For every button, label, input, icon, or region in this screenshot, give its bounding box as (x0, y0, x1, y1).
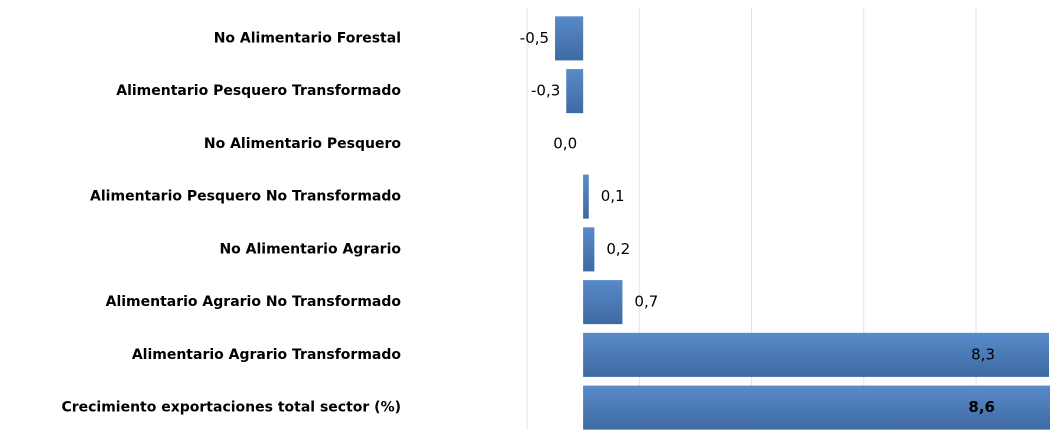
value-label: 0,1 (601, 187, 625, 205)
category-label: No Alimentario Agrario (219, 241, 401, 257)
category-label: Crecimiento exportaciones total sector (… (61, 400, 401, 416)
bars (555, 16, 1050, 430)
bar-shade (555, 16, 584, 61)
value-label: 0,7 (634, 293, 658, 311)
category-label: Alimentario Pesquero Transformado (116, 83, 401, 99)
category-label: Alimentario Agrario Transformado (132, 347, 402, 363)
value-label: 8,3 (971, 345, 995, 363)
category-label: No Alimentario Forestal (214, 30, 401, 46)
bar-shade (583, 385, 1050, 430)
bar-shade (583, 280, 623, 325)
value-label: 8,6 (968, 398, 995, 416)
value-label: 0,0 (553, 134, 577, 152)
value-label: -0,3 (531, 82, 560, 100)
value-label: 0,2 (606, 240, 630, 258)
category-label: No Alimentario Pesquero (204, 136, 402, 152)
bar-shade (583, 174, 589, 219)
bar-shade (583, 332, 1049, 377)
value-label: -0,5 (520, 29, 549, 47)
category-label: Alimentario Agrario No Transformado (106, 294, 402, 310)
category-label: Alimentario Pesquero No Transformado (90, 189, 401, 205)
bar-shade (583, 227, 595, 272)
bar-shade (566, 69, 584, 114)
